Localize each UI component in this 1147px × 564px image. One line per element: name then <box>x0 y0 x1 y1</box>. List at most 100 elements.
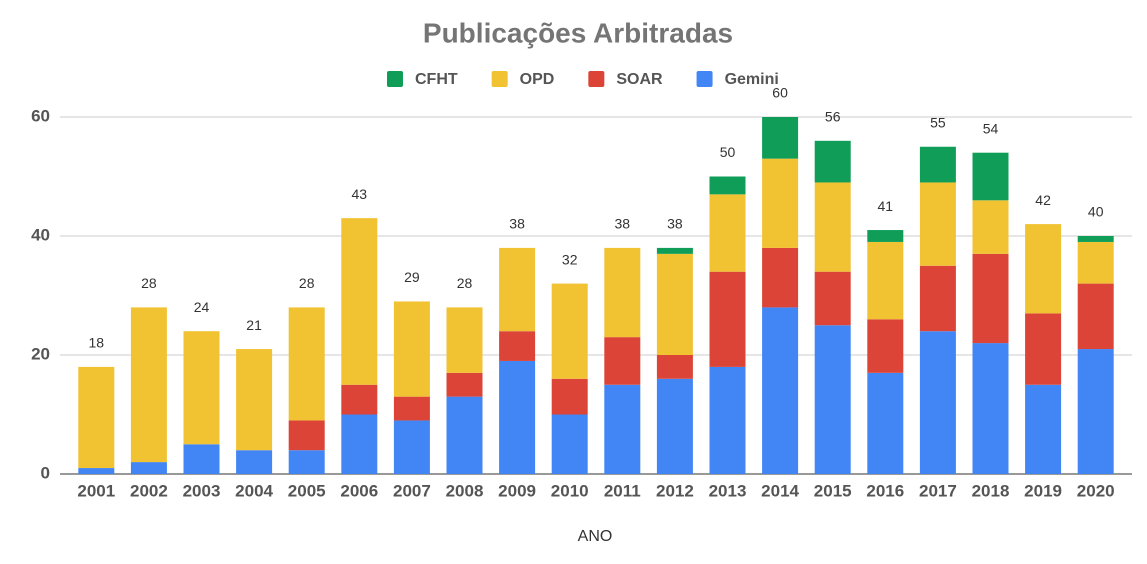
legend-label: OPD <box>520 71 555 88</box>
bar-segment <box>604 337 641 385</box>
total-label: 54 <box>983 120 999 136</box>
bar-segment <box>183 331 220 445</box>
total-label: 38 <box>667 216 683 232</box>
bar-segment <box>656 378 693 474</box>
bar-segment <box>919 331 956 474</box>
x-tick-label: 2003 <box>183 481 221 500</box>
total-label: 43 <box>352 186 368 202</box>
total-label: 24 <box>194 299 210 315</box>
bar-segment <box>867 241 904 320</box>
x-tick-label: 2014 <box>761 481 799 500</box>
total-label: 60 <box>772 85 788 101</box>
x-tick-label: 2008 <box>446 481 484 500</box>
legend-swatch <box>387 71 403 87</box>
total-label: 38 <box>509 216 525 232</box>
bar-segment <box>709 271 746 367</box>
bar-segment <box>499 331 536 361</box>
bar-segment <box>709 176 746 195</box>
bar-segment <box>1025 224 1062 314</box>
bar-segment <box>393 301 430 397</box>
bar-segment <box>1025 384 1062 474</box>
y-tick-label: 40 <box>31 225 50 244</box>
x-tick-label: 2011 <box>604 481 641 500</box>
y-tick-label: 60 <box>31 106 50 125</box>
x-tick-label: 2001 <box>77 481 115 500</box>
bar-segment <box>656 247 693 254</box>
bar-segment <box>814 271 851 326</box>
bar-segment <box>130 462 167 474</box>
bar-segment <box>604 247 641 338</box>
total-label: 28 <box>457 275 473 291</box>
total-label: 18 <box>89 335 105 351</box>
bar-segment <box>1077 241 1114 284</box>
total-label: 42 <box>1035 192 1051 208</box>
y-tick-label: 0 <box>41 463 50 482</box>
total-label: 40 <box>1088 204 1104 220</box>
x-tick-label: 2013 <box>709 481 747 500</box>
bar-segment <box>762 247 799 308</box>
bar-segment <box>867 372 904 474</box>
total-label: 50 <box>720 144 736 160</box>
legend-label: SOAR <box>616 71 663 88</box>
bar-segment <box>919 146 956 183</box>
legend-label: CFHT <box>415 71 458 88</box>
x-tick-label: 2015 <box>814 481 852 500</box>
bar-segment <box>130 307 167 463</box>
bar-segment <box>919 265 956 332</box>
x-tick-label: 2020 <box>1077 481 1115 500</box>
total-label: 28 <box>299 275 315 291</box>
bar-segment <box>551 414 588 474</box>
x-tick-label: 2006 <box>340 481 378 500</box>
bar-segment <box>656 253 693 355</box>
x-tick-label: 2012 <box>656 481 694 500</box>
bar-segment <box>919 182 956 266</box>
bar-segment <box>393 396 430 421</box>
bar-segment <box>236 349 273 451</box>
bar-segment <box>1077 283 1114 350</box>
bar-segment <box>972 152 1009 201</box>
chart-title: Publicações Arbitradas <box>423 17 733 48</box>
x-tick-label: 2010 <box>551 481 589 500</box>
x-tick-label: 2004 <box>235 481 273 500</box>
bar-segment <box>656 355 693 379</box>
bar-segment <box>78 366 115 469</box>
x-tick-label: 2018 <box>972 481 1010 500</box>
total-label: 29 <box>404 269 420 285</box>
bar-segment <box>1025 313 1062 385</box>
x-tick-label: 2019 <box>1024 481 1062 500</box>
bar-segment <box>762 307 799 474</box>
x-tick-label: 2016 <box>866 481 904 500</box>
x-tick-label: 2017 <box>919 481 957 500</box>
bar-segment <box>814 140 851 183</box>
x-tick-label: 2009 <box>498 481 536 500</box>
bar-segment <box>446 396 483 474</box>
x-tick-label: 2002 <box>130 481 168 500</box>
bar-segment <box>499 247 536 332</box>
bar-segment <box>972 200 1009 254</box>
x-tick-label: 2005 <box>288 481 326 500</box>
bar-segment <box>762 158 799 248</box>
bar-segment <box>972 343 1009 474</box>
bar-segment <box>551 378 588 415</box>
bar-segment <box>183 444 220 474</box>
bar-segment <box>762 117 799 159</box>
x-axis-label: ANO <box>578 528 613 545</box>
bar-segment <box>446 307 483 373</box>
bar-segment <box>393 420 430 474</box>
bar-segment <box>551 283 588 379</box>
bar-segment <box>288 420 325 451</box>
bar-segment <box>709 366 746 474</box>
bar-segment <box>972 253 1009 344</box>
total-label: 28 <box>141 275 157 291</box>
x-tick-label: 2007 <box>393 481 431 500</box>
bar-segment <box>867 319 904 373</box>
total-label: 56 <box>825 109 841 125</box>
bar-segment <box>499 360 536 474</box>
total-label: 41 <box>878 198 894 214</box>
legend-label: Gemini <box>725 71 779 88</box>
bar-segment <box>341 414 378 474</box>
bar-segment <box>814 182 851 272</box>
bar-segment <box>1077 236 1114 242</box>
bar-segment <box>78 468 115 474</box>
